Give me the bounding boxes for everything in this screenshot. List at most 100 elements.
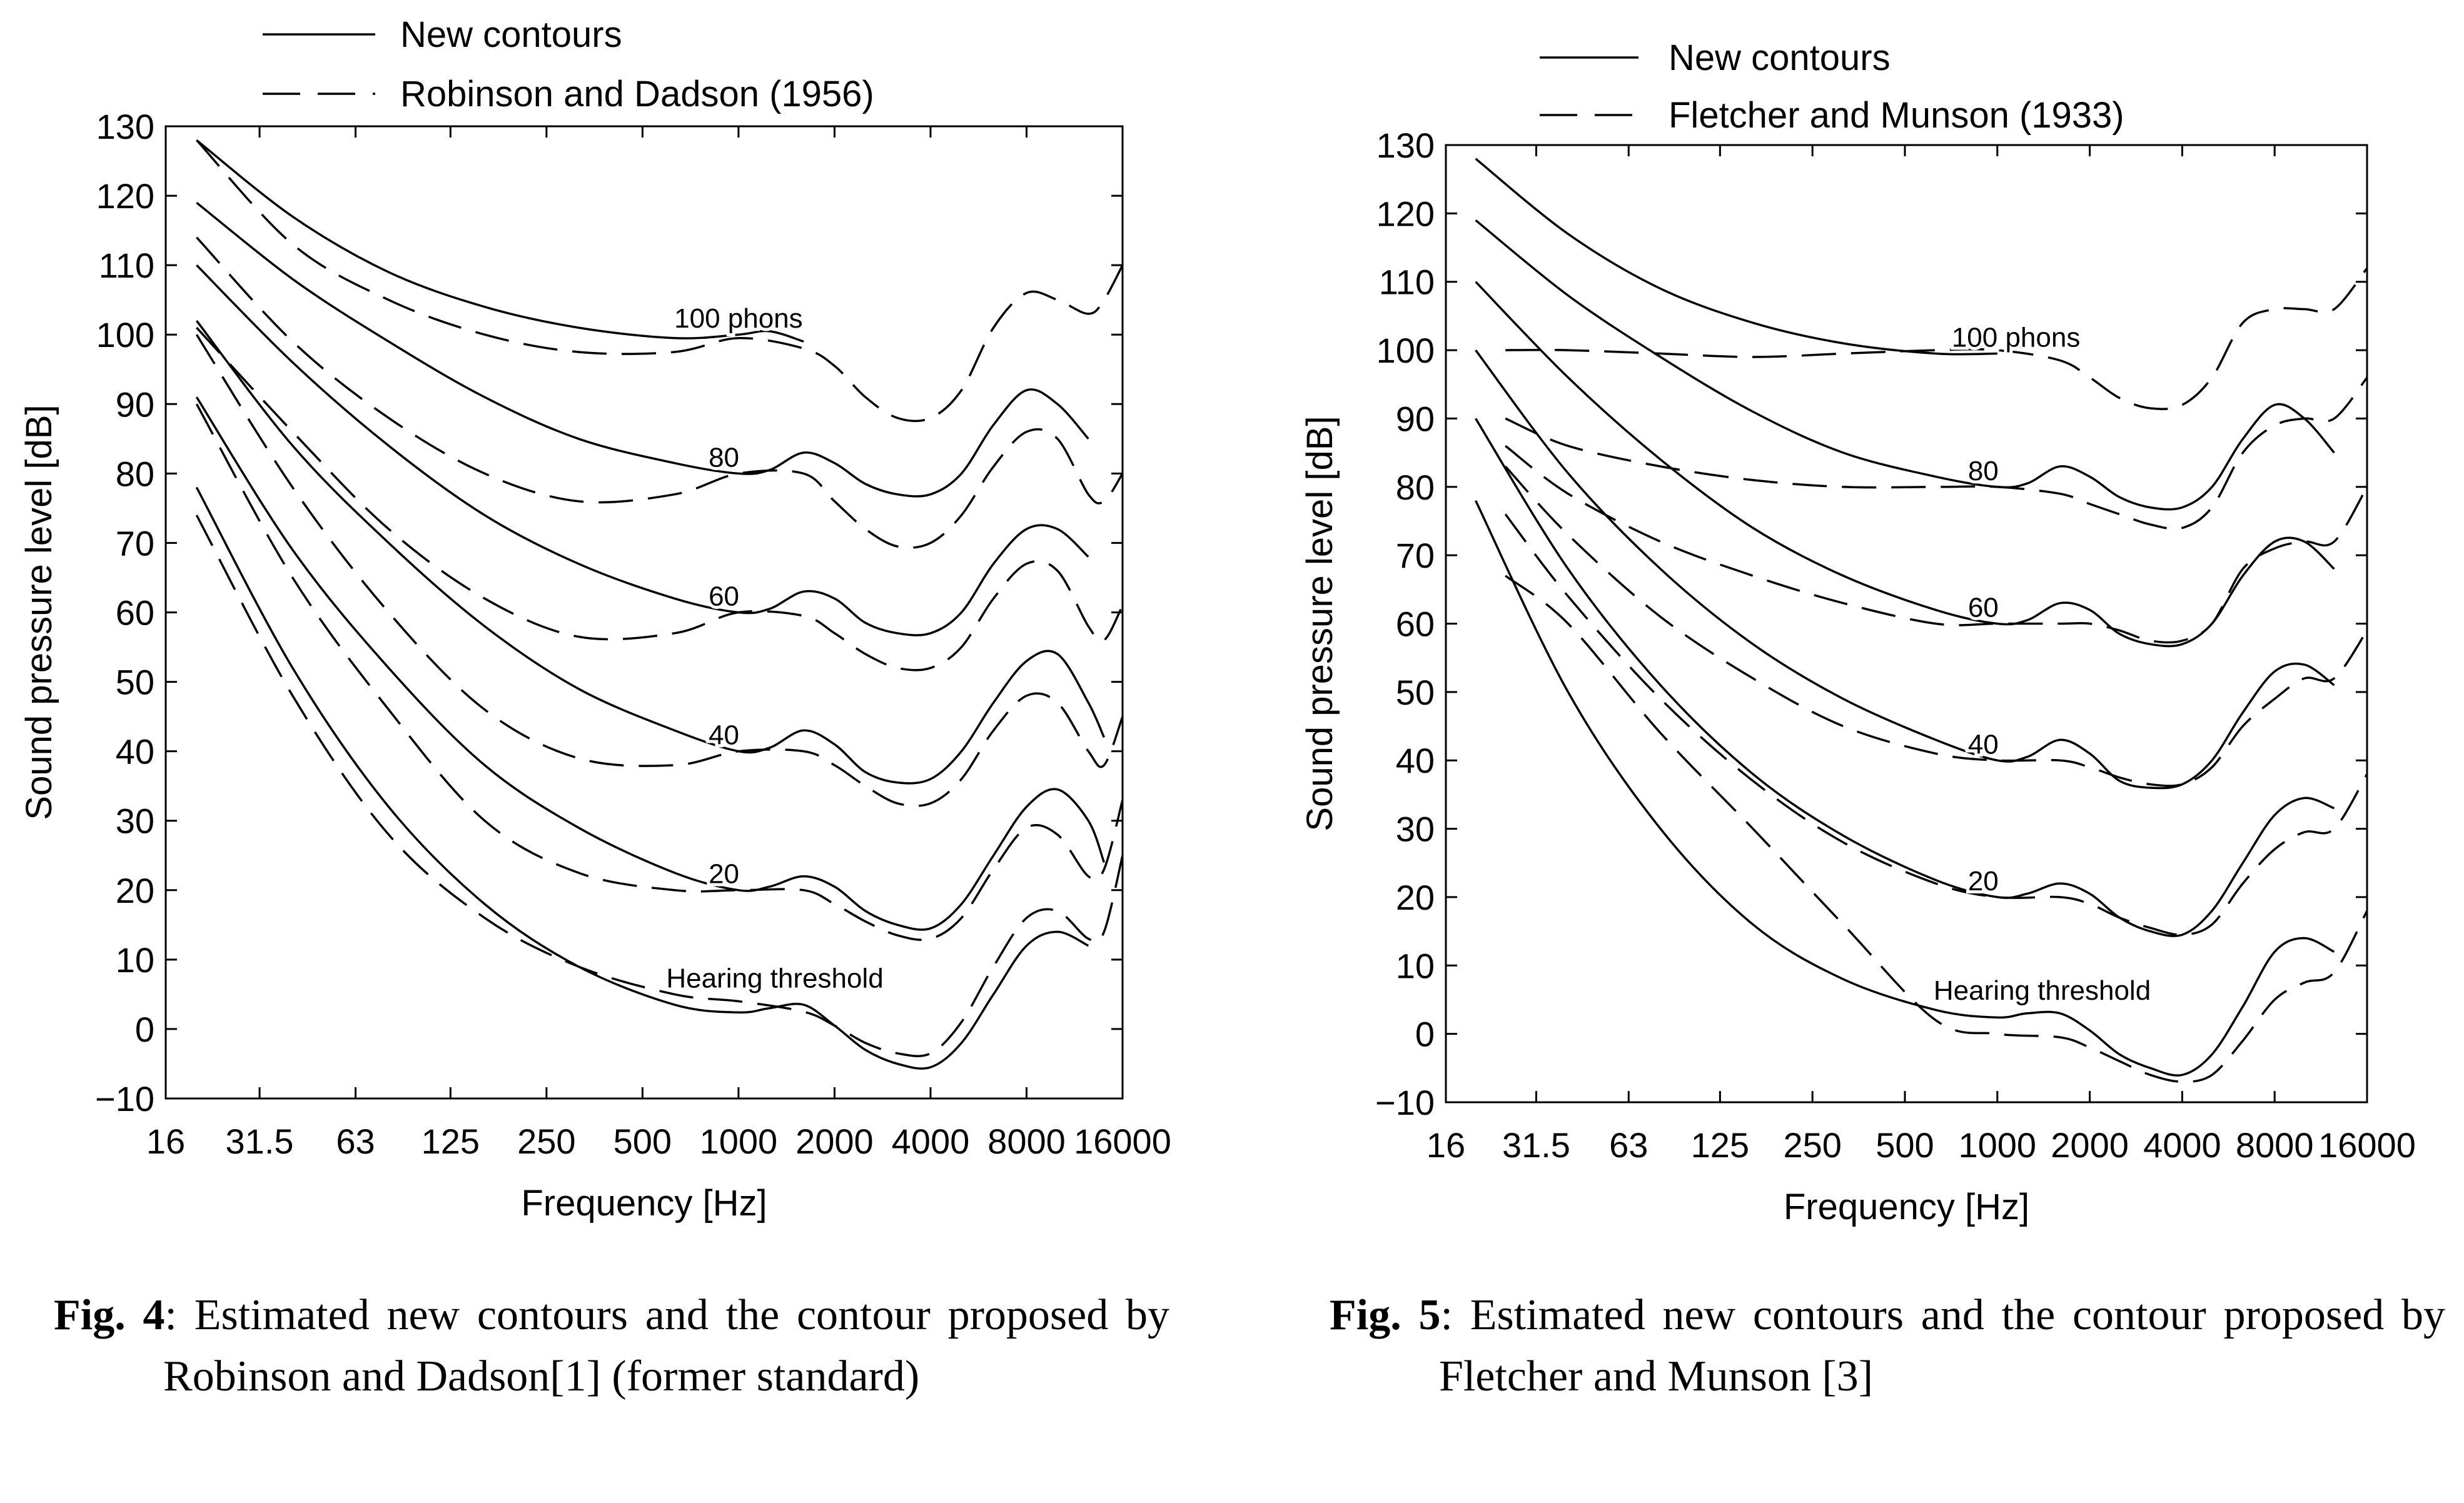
- series-reference-100: [1505, 267, 2367, 410]
- series-reference-60: [1505, 445, 2367, 644]
- y-tick-label: 20: [116, 871, 154, 910]
- x-tick-label: 8000: [987, 1122, 1066, 1161]
- y-tick-label: 110: [1379, 263, 1435, 302]
- legend-label: New contours: [400, 14, 622, 55]
- y-tick-label: 60: [116, 593, 154, 633]
- caption-fig5-label: Fig. 5: [1330, 1291, 1441, 1339]
- x-tick-label: 250: [1783, 1125, 1841, 1165]
- series-new-hearing-threshold: [195, 486, 1089, 1070]
- y-axis-label: Sound pressure level [dB]: [19, 405, 59, 820]
- series-new-100: [196, 139, 804, 343]
- series-new-80: [1475, 219, 2335, 511]
- y-tick-label: 130: [96, 107, 154, 146]
- series-new-60: [1475, 281, 2335, 648]
- x-tick-label: 125: [1691, 1125, 1749, 1165]
- x-tick-label: 1000: [700, 1122, 778, 1161]
- chart-fig4: −10 0 10 20 30 40 50 60 70 80 90 100 110 120 130 16 31.5…: [19, 14, 1171, 1224]
- y-axis-label: Sound pressure level [dB]: [1300, 416, 1340, 831]
- plot-frame: [1445, 144, 2368, 1103]
- series-new-60: [196, 264, 1089, 636]
- contour-annotation: 80: [1968, 456, 1999, 486]
- series-reference-hearing-threshold: [1505, 575, 2367, 1083]
- y-tick-label: 50: [1396, 673, 1435, 712]
- contour-annotation: 100 phons: [674, 303, 803, 334]
- y-tick-label: 70: [1396, 536, 1435, 575]
- caption-fig5: Fig. 5: Estimated new contours and the c…: [1330, 1285, 2445, 1407]
- x-tick-label: 1000: [1958, 1125, 2036, 1165]
- y-tick-label: 90: [116, 385, 154, 424]
- x-tick-label: 31.5: [226, 1122, 294, 1161]
- legend-label: New contours: [1669, 38, 1891, 78]
- x-tick-label: 4000: [2143, 1125, 2221, 1165]
- caption-fig4: Fig. 4: Estimated new contours and the c…: [54, 1285, 1169, 1407]
- series-new-100: [1475, 158, 1997, 356]
- series-reference-20: [195, 403, 1123, 942]
- chart-fig5: −10 0 10 20 30 40 50 60 70 80 90 100 110 120 130 16 31.5…: [1300, 38, 2416, 1227]
- series-new-40: [196, 319, 1105, 785]
- y-tick-label: 50: [116, 663, 154, 702]
- x-tick-label: 63: [1609, 1125, 1648, 1165]
- series-reference-60: [196, 326, 1123, 671]
- x-tick-label: 4000: [892, 1122, 970, 1161]
- y-tick-label: 70: [116, 523, 154, 563]
- y-tick-label: 90: [1396, 399, 1435, 438]
- contour-annotation: Hearing threshold: [666, 963, 883, 993]
- series-reference-40: [195, 334, 1123, 807]
- caption-fig4-label: Fig. 4: [54, 1291, 165, 1339]
- x-tick-label: 63: [336, 1122, 375, 1161]
- y-tick-label: 80: [116, 454, 154, 493]
- contour-annotation: 40: [709, 720, 739, 751]
- caption-fig5-text: : Estimated new contours and the contour…: [1439, 1291, 2445, 1400]
- x-tick-label: 500: [613, 1122, 672, 1161]
- y-tick-label: 0: [1415, 1015, 1435, 1054]
- y-tick-label: 100: [1376, 331, 1435, 370]
- contour-annotation: 100 phons: [1952, 323, 2081, 353]
- x-tick-label: 8000: [2236, 1125, 2314, 1165]
- x-tick-label: 500: [1876, 1125, 1934, 1165]
- contour-annotation: Hearing threshold: [1934, 975, 2151, 1006]
- x-tick-label: 16: [146, 1122, 185, 1161]
- y-tick-label: 130: [1376, 126, 1435, 165]
- series-new-40: [1475, 349, 2335, 790]
- legend-label: Fletcher and Munson (1933): [1669, 95, 2124, 136]
- x-tick-label: 16: [1426, 1125, 1465, 1165]
- plot-frame: [164, 125, 1124, 1100]
- series-new-20: [1475, 418, 2335, 937]
- series-reference-hearing-threshold: [195, 515, 1123, 1057]
- y-tick-label: 40: [1396, 741, 1435, 780]
- x-axis-label: Frequency [Hz]: [521, 1183, 767, 1224]
- contour-annotation: 80: [709, 442, 739, 473]
- y-tick-label: 40: [116, 732, 154, 772]
- series-reference-40: [1504, 465, 2367, 787]
- y-tick-label: −10: [1375, 1083, 1435, 1122]
- y-tick-label: 120: [96, 176, 154, 216]
- y-tick-label: 30: [1396, 810, 1435, 849]
- contour-annotation: 60: [1968, 593, 1999, 623]
- contour-annotation: 40: [1968, 729, 1999, 760]
- contour-annotation: 20: [1968, 866, 1999, 897]
- series-new-hearing-threshold: [1475, 500, 2335, 1077]
- y-tick-label: 10: [116, 940, 154, 980]
- y-tick-label: 0: [135, 1010, 154, 1049]
- x-tick-label: 16000: [2318, 1125, 2416, 1165]
- y-tick-label: 30: [116, 802, 154, 841]
- contour-annotation: 60: [709, 581, 739, 611]
- y-tick-label: 20: [1396, 878, 1435, 917]
- contour-annotation: 20: [709, 859, 739, 890]
- series-reference-80: [1505, 376, 2367, 530]
- x-axis-label: Frequency [Hz]: [1784, 1187, 2029, 1227]
- y-tick-label: 80: [1396, 468, 1435, 507]
- x-tick-label: 2000: [2051, 1125, 2129, 1165]
- series-reference-20: [1504, 513, 2367, 936]
- y-tick-label: 110: [99, 246, 154, 285]
- legend-label: Robinson and Dadson (1956): [400, 74, 874, 114]
- x-tick-label: 16000: [1074, 1122, 1171, 1161]
- series-new-20: [195, 396, 1106, 931]
- y-tick-label: 100: [96, 315, 154, 354]
- x-tick-label: 250: [517, 1122, 575, 1161]
- y-tick-label: 10: [1396, 946, 1435, 985]
- series-reference-80: [196, 236, 1123, 549]
- y-tick-label: 120: [1376, 194, 1435, 233]
- y-tick-label: −10: [95, 1079, 154, 1118]
